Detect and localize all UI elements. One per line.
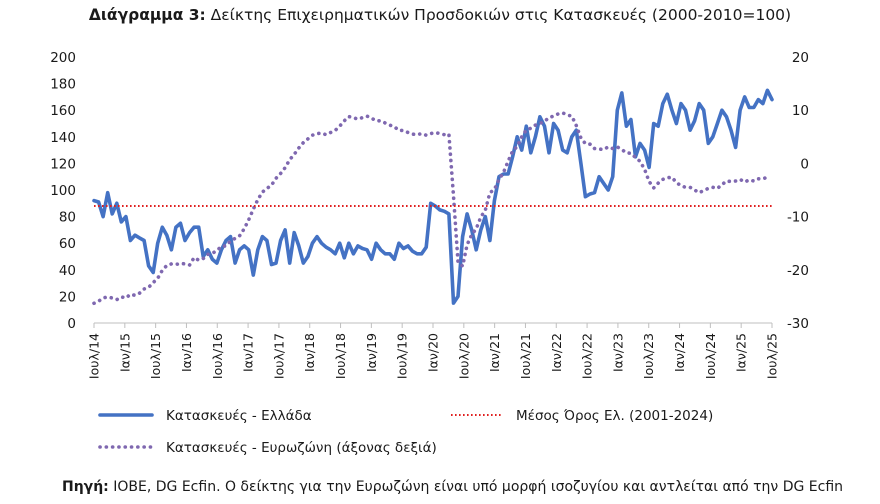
chart-title-bold: Διάγραμμα 3:	[88, 6, 206, 24]
y-tick-left: 180	[50, 77, 76, 93]
y-tick-left: 100	[50, 183, 76, 199]
source-label: Πηγή:	[62, 479, 109, 495]
x-tick-label: Ιουλ/15	[148, 333, 163, 379]
x-tick-label: Ιουλ/18	[333, 333, 348, 379]
x-tick-label: Ιαν/23	[610, 333, 625, 372]
chart-title: Διάγραμμα 3: Δείκτης Επιχειρηματικών Προ…	[0, 6, 880, 24]
x-tick-label: Ιουλ/21	[518, 333, 533, 379]
y-tick-left: 140	[50, 130, 76, 146]
y-tick-left: 80	[59, 210, 76, 226]
x-tick-label: Ιαν/19	[364, 333, 379, 372]
y-tick-right: 10	[792, 103, 809, 119]
x-tick-label: Ιαν/20	[426, 333, 441, 372]
eurozone-line	[92, 111, 770, 306]
x-tick-label: Ιουλ/14	[87, 333, 102, 379]
x-tick-label: Ιαν/16	[179, 333, 194, 372]
greece-line	[92, 88, 774, 305]
x-tick-label: Ιουλ/17	[271, 333, 286, 379]
y-tick-right: -20	[787, 263, 809, 279]
legend: Κατασκευές - Ελλάδα Μέσος Όρος Ελ. (2001-…	[98, 408, 713, 456]
y-tick-right: -10	[787, 210, 809, 226]
y-tick-right: 0	[800, 156, 809, 172]
y-tick-left: 40	[59, 263, 76, 279]
y-tick-right: 20	[792, 50, 809, 66]
x-tick-label: Ιουλ/16	[210, 333, 225, 379]
x-tick-label: Ιουλ/19	[395, 333, 410, 379]
x-tick-label: Ιαν/17	[241, 333, 256, 372]
y-tick-left: 160	[50, 103, 76, 119]
y-tick-left: 20	[59, 289, 76, 305]
x-tick-label: Ιαν/15	[117, 333, 132, 372]
legend-label-greece: Κατασκευές - Ελλάδα	[166, 408, 312, 424]
chart-title-text: Δείκτης Επιχειρηματικών Προσδοκιών στις …	[210, 6, 792, 24]
x-tick-label: Ιουλ/25	[765, 333, 780, 379]
legend-label-average: Μέσος Όρος Ελ. (2001-2024)	[516, 408, 713, 424]
x-tick-label: Ιαν/24	[672, 333, 687, 372]
x-tick-label: Ιουλ/23	[641, 333, 656, 379]
x-tick-label: Ιουλ/24	[703, 333, 718, 379]
x-tick-label: Ιαν/18	[302, 333, 317, 372]
series-layer	[92, 88, 774, 306]
legend-label-eurozone: Κατασκευές - Ευρωζώνη (άξονας δεξιά)	[166, 440, 437, 456]
x-tick-label: Ιουλ/20	[456, 333, 471, 379]
x-tick-label: Ιαν/25	[734, 333, 749, 372]
x-tick-label: Ιουλ/22	[580, 333, 595, 379]
source-note: Πηγή: ΙΟΒΕ, DG Ecfin. Ο δείκτης για την …	[62, 479, 843, 495]
x-tick-label: Ιαν/22	[549, 333, 564, 372]
y-tick-left: 200	[50, 50, 76, 66]
y-tick-left: 0	[67, 316, 76, 332]
axes: 0 20 40 60 80 100 120 140 160 180 200 -30 -20 -10 0 10 2…	[50, 50, 809, 379]
x-tick-label: Ιαν/21	[487, 333, 502, 372]
source-text: ΙΟΒΕ, DG Ecfin. Ο δείκτης για την Ευρωζώ…	[113, 479, 844, 495]
y-tick-left: 60	[59, 236, 76, 252]
y-tick-left: 120	[50, 156, 76, 172]
y-tick-right: -30	[787, 316, 809, 332]
